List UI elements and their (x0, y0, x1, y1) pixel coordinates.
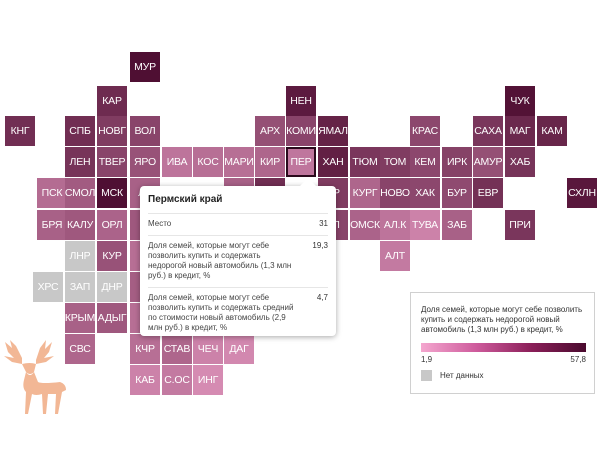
region-tile[interactable]: КУРГ (350, 178, 380, 208)
region-tile[interactable]: КОМИ (286, 116, 316, 146)
region-tile[interactable]: ИНГ (193, 365, 223, 395)
region-tile[interactable]: КРАС (410, 116, 440, 146)
region-tile[interactable]: ИРК (442, 147, 472, 177)
region-tile[interactable]: ДНР (97, 272, 127, 302)
region-tile[interactable]: ЯМАЛ (318, 116, 348, 146)
region-tile[interactable]: БРЯ (37, 210, 67, 240)
region-tile[interactable]: ПРИ (505, 210, 535, 240)
color-legend: Доля семей, которые могут себе позволить… (410, 292, 595, 394)
tooltip-title: Пермский край (148, 194, 223, 205)
tooltip-row-cheap-car: Доля семей, которые могут себе позволить… (148, 235, 328, 287)
region-tile[interactable]: МУР (130, 52, 160, 82)
region-tile[interactable]: ПЕР (286, 147, 316, 177)
region-tooltip: Пермский край Место 31 Доля семей, котор… (140, 178, 336, 339)
legend-min: 1,9 (421, 355, 433, 364)
region-tile[interactable]: ЕВР (473, 178, 503, 208)
region-tile[interactable]: КОС (193, 147, 223, 177)
no-data-swatch (421, 370, 432, 381)
region-tile[interactable]: МАГ (505, 116, 535, 146)
region-tile[interactable]: КЧР (130, 334, 160, 364)
tooltip-row-label: Место (148, 219, 172, 228)
region-tile[interactable]: ТОМ (380, 147, 410, 177)
region-tile[interactable]: КАЛУ (65, 210, 95, 240)
region-tile[interactable]: КНГ (5, 116, 35, 146)
legend-ticks: 1,9 57,8 (421, 355, 586, 364)
legend-max: 57,8 (570, 355, 586, 364)
deer-logo-icon (4, 340, 66, 414)
region-tile[interactable]: ОРЛ (97, 210, 127, 240)
tooltip-row-rank: Место 31 (148, 213, 328, 235)
region-tile[interactable]: МСК (97, 178, 127, 208)
region-tile[interactable]: ЧЕЧ (193, 334, 223, 364)
tooltip-row-value: 31 (319, 219, 328, 228)
region-tile[interactable]: ТУВА (410, 210, 440, 240)
region-tile[interactable]: НОВО (380, 178, 410, 208)
legend-no-data: Нет данных (421, 370, 584, 381)
region-tile[interactable]: КИР (255, 147, 285, 177)
tooltip-row-value: 4,7 (316, 293, 328, 302)
region-tile[interactable]: ЛНР (65, 241, 95, 271)
region-tile[interactable]: ЗАП (65, 272, 95, 302)
region-tile[interactable]: НЕН (286, 86, 316, 116)
region-tile[interactable]: АДЫГ (97, 303, 127, 333)
region-tile[interactable]: ИВА (162, 147, 192, 177)
tooltip-row-label: Доля семей, которые могут себе позволить… (148, 241, 292, 280)
region-tile[interactable]: КЕМ (410, 147, 440, 177)
region-tile[interactable]: С.ОС (162, 365, 192, 395)
tooltip-row-mid-car: Доля семей, которые могут себе позволить… (148, 287, 328, 339)
legend-title: Доля семей, которые могут себе позволить… (421, 305, 583, 334)
region-tile[interactable]: СПБ (65, 116, 95, 146)
region-tile[interactable]: ХАБ (505, 147, 535, 177)
region-tile[interactable]: НОВГ (97, 116, 127, 146)
region-tile[interactable]: АРХ (255, 116, 285, 146)
legend-gradient-bar (421, 343, 586, 352)
region-tile[interactable]: СВС (65, 334, 95, 364)
region-tile[interactable]: ЧУК (505, 86, 535, 116)
region-tile[interactable]: КРЫМ (65, 303, 95, 333)
region-tile[interactable]: КАР (97, 86, 127, 116)
region-tile[interactable]: ХАК (410, 178, 440, 208)
tooltip-row-label: Доля семей, которые могут себе позволить… (148, 293, 294, 332)
region-tile[interactable]: СМОЛ (65, 178, 95, 208)
region-tile[interactable]: ВОЛ (130, 116, 160, 146)
region-tile[interactable]: СХЛН (567, 178, 597, 208)
region-tile[interactable]: АМУР (473, 147, 503, 177)
region-tile[interactable]: ОМСК (350, 210, 380, 240)
region-tile[interactable]: ЗАБ (442, 210, 472, 240)
region-tile[interactable]: КАМ (537, 116, 567, 146)
region-tile[interactable]: ТЮМ (350, 147, 380, 177)
region-tile[interactable]: АЛТ (380, 241, 410, 271)
tooltip-pointer (300, 178, 316, 186)
region-tile[interactable]: ХАН (318, 147, 348, 177)
region-tile[interactable]: САХА (473, 116, 503, 146)
region-tile[interactable]: ХРС (33, 272, 63, 302)
region-tile[interactable]: ЯРО (130, 147, 160, 177)
region-tile[interactable]: СТАВ (162, 334, 192, 364)
tooltip-row-value: 19,3 (312, 241, 328, 250)
region-tile[interactable]: КАБ (130, 365, 160, 395)
region-tile[interactable]: ДАГ (224, 334, 254, 364)
region-tile[interactable]: МАРИ (224, 147, 254, 177)
region-tile[interactable]: ЛЕН (65, 147, 95, 177)
region-tile[interactable]: ПСК (37, 178, 67, 208)
region-tile[interactable]: БУР (442, 178, 472, 208)
no-data-label: Нет данных (440, 371, 484, 380)
region-tile[interactable]: АЛ.К (380, 210, 410, 240)
region-tile[interactable]: КУР (97, 241, 127, 271)
region-tile[interactable]: ТВЕР (97, 147, 127, 177)
